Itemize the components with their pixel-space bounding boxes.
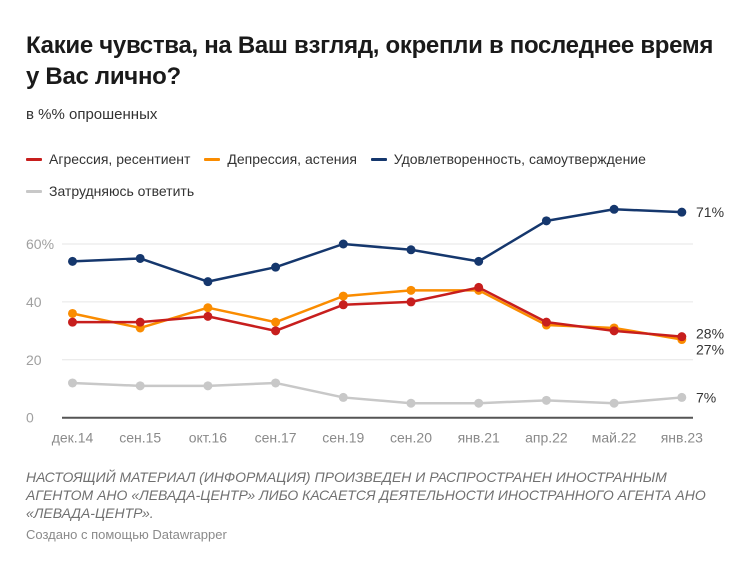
data-point	[338, 300, 348, 310]
data-point	[68, 308, 77, 318]
x-tick-label: сен.19	[322, 430, 364, 446]
data-point	[68, 317, 77, 327]
y-tick-label: 60%	[26, 236, 54, 252]
legend-swatch-aggression	[26, 158, 42, 161]
legend-item-aggression: Агрессия, ресентиент	[26, 145, 190, 174]
data-point	[406, 285, 416, 295]
x-tick-label: апр.22	[525, 430, 568, 446]
data-point	[474, 398, 484, 408]
series-line	[72, 208, 682, 283]
data-point	[203, 277, 213, 287]
data-point	[609, 204, 619, 214]
datawrapper-credit[interactable]: Создано с помощью Datawrapper	[26, 527, 227, 542]
y-tick-label: 0	[26, 410, 34, 426]
legend-label: Агрессия, ресентиент	[49, 151, 191, 167]
data-point	[338, 239, 348, 249]
data-point	[68, 378, 77, 388]
legend-swatch-depression	[204, 158, 221, 161]
end-value-label: 7%	[696, 389, 716, 405]
data-point	[203, 303, 213, 313]
data-point	[338, 291, 348, 301]
data-point	[135, 317, 145, 327]
end-value-label: 28%	[696, 326, 724, 342]
data-point	[203, 381, 213, 391]
data-point	[474, 256, 484, 266]
legend-item-undecided: Затрудняюсь ответить	[26, 177, 194, 206]
data-point	[541, 395, 551, 405]
data-point	[271, 378, 281, 388]
legend-item-depression: Депрессия, астения	[204, 145, 357, 174]
grid-layer: 0 20 40 60%	[26, 236, 693, 426]
x-tick-label: окт.16	[189, 430, 228, 446]
data-point	[338, 392, 348, 402]
series-line	[72, 381, 682, 405]
end-value-label: 27%	[696, 342, 724, 358]
data-point	[271, 262, 281, 272]
data-point	[406, 245, 416, 255]
data-point	[541, 216, 551, 226]
legend-item-satisfaction: Удовлетворенность, самоутверждение	[370, 145, 646, 174]
y-tick-label: 20	[26, 352, 42, 368]
series-layer	[68, 204, 687, 408]
series-line	[72, 286, 682, 338]
data-point	[609, 326, 619, 336]
legend-label: Удовлетворенность, самоутверждение	[393, 151, 646, 167]
x-tick-label: сен.20	[390, 430, 432, 446]
chart-title: Какие чувства, на Ваш взгляд, окрепли в …	[26, 32, 714, 90]
data-point	[677, 332, 687, 342]
x-tick-label: сен.17	[255, 430, 297, 446]
data-point	[474, 282, 484, 292]
legend-swatch-undecided	[26, 190, 42, 193]
chart-subtitle: в %% опрошенных	[26, 106, 158, 123]
legend-swatch-satisfaction	[370, 158, 387, 161]
x-tick-label: сен.15	[119, 430, 161, 446]
label-layer: дек.14 сен.15 окт.16 сен.17 сен.19 сен.20 янв.…	[52, 204, 724, 446]
data-point	[677, 207, 687, 217]
series-line	[72, 289, 683, 341]
data-point	[406, 297, 416, 307]
data-point	[271, 326, 281, 336]
y-tick-label: 40	[26, 294, 42, 310]
data-point	[271, 317, 281, 327]
x-tick-label: дек.14	[52, 430, 94, 446]
data-point	[135, 381, 145, 391]
legend-label: Затрудняюсь ответить	[49, 183, 195, 199]
data-point	[68, 256, 77, 266]
foreign-agent-notice: НАСТОЯЩИЙ МАТЕРИАЛ (ИНФОРМАЦИЯ) ПРОИЗВЕД…	[26, 469, 706, 521]
legend-label: Депрессия, астения	[227, 151, 357, 167]
data-point	[135, 253, 145, 263]
data-point	[609, 398, 619, 408]
end-value-label: 71%	[696, 204, 724, 220]
line-chart: 0 20 40 60% дек.14 сен.15 окт.16 сен.17 сен.19 с…	[26, 204, 724, 446]
data-point	[203, 311, 213, 321]
data-point	[677, 392, 687, 402]
x-tick-label: янв.21	[458, 430, 500, 446]
legend: Агрессия, ресентиент Депрессия, астения …	[26, 142, 726, 206]
data-point	[541, 317, 551, 327]
data-point	[406, 398, 416, 408]
x-tick-label: май.22	[592, 430, 637, 446]
x-tick-label: янв.23	[661, 430, 703, 446]
